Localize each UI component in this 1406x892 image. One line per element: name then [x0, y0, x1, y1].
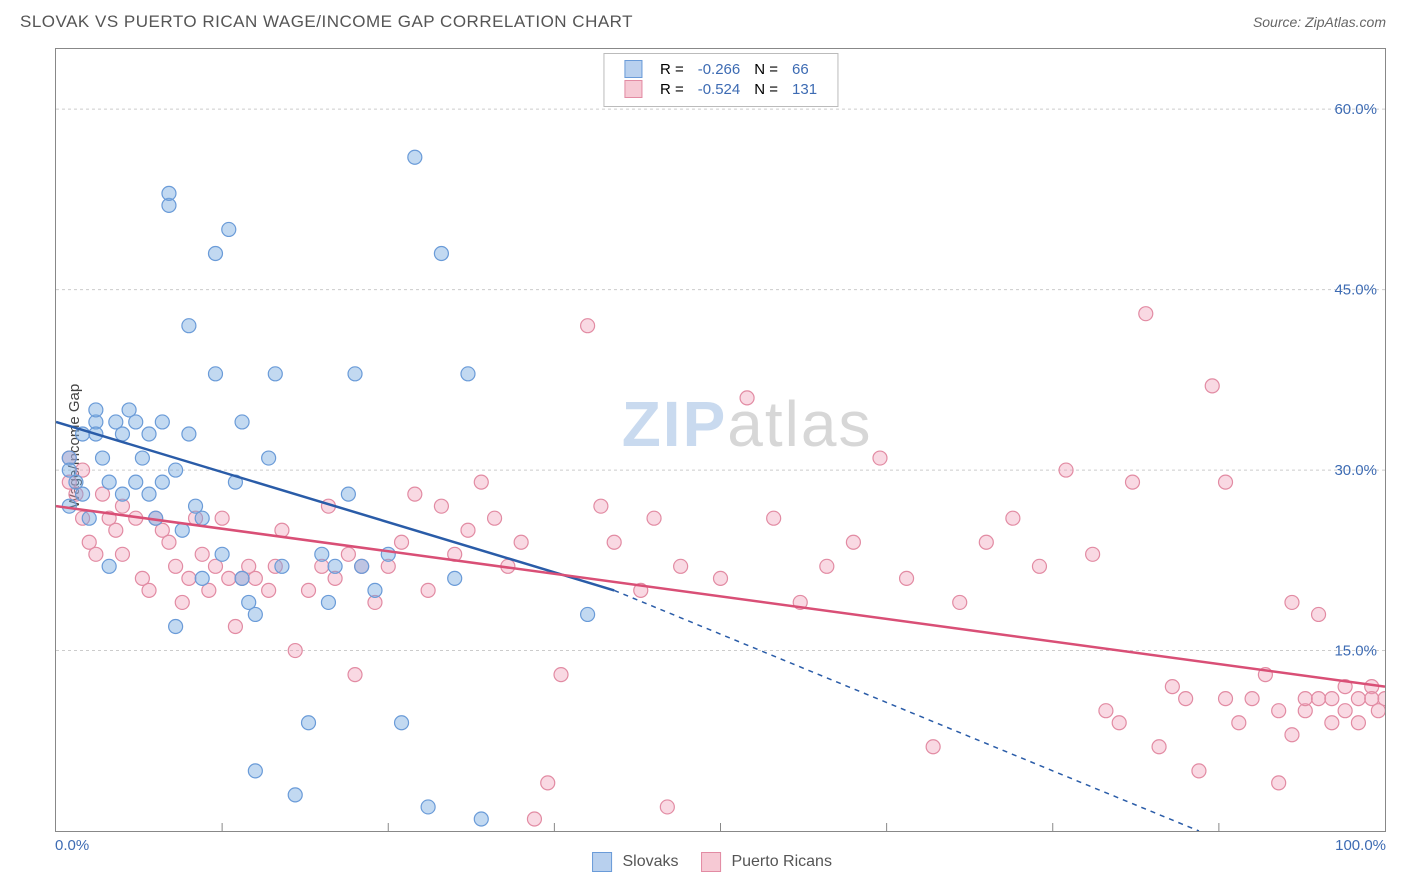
scatter-plot-svg: 15.0% 30.0% 45.0% 60.0%	[56, 49, 1385, 831]
r-value-puerto-ricans: -0.524	[692, 80, 747, 98]
r-label: R =	[654, 60, 690, 78]
n-label: N =	[748, 60, 784, 78]
series-swatch-puerto-ricans	[701, 852, 721, 872]
x-tick-start: 0.0%	[55, 837, 89, 854]
n-value-puerto-ricans: 131	[786, 80, 823, 98]
series-swatch-slovaks	[592, 852, 612, 872]
chart-header: SLOVAK VS PUERTO RICAN WAGE/INCOME GAP C…	[0, 0, 1406, 38]
n-label: N =	[748, 80, 784, 98]
plot-area: ZIPatlas R = -0.266 N = 66 R = -0.524 N …	[55, 48, 1386, 832]
source-name: ZipAtlas.com	[1305, 14, 1386, 30]
source-prefix: Source:	[1253, 14, 1305, 30]
source-attribution: Source: ZipAtlas.com	[1253, 14, 1386, 30]
correlation-legend-table: R = -0.266 N = 66 R = -0.524 N = 131	[616, 58, 825, 100]
svg-text:15.0%: 15.0%	[1334, 643, 1377, 660]
correlation-legend: R = -0.266 N = 66 R = -0.524 N = 131	[603, 53, 838, 107]
legend-row-slovaks: R = -0.266 N = 66	[618, 60, 823, 78]
n-value-slovaks: 66	[786, 60, 823, 78]
legend-swatch-slovaks	[624, 60, 642, 78]
svg-text:60.0%: 60.0%	[1334, 101, 1377, 118]
r-label: R =	[654, 80, 690, 98]
series-label-slovaks: Slovaks	[623, 853, 679, 870]
svg-text:45.0%: 45.0%	[1334, 282, 1377, 299]
chart-title: SLOVAK VS PUERTO RICAN WAGE/INCOME GAP C…	[20, 12, 633, 32]
r-value-slovaks: -0.266	[692, 60, 747, 78]
series-label-puerto-ricans: Puerto Ricans	[731, 853, 832, 870]
x-tick-end: 100.0%	[1335, 837, 1386, 854]
svg-text:30.0%: 30.0%	[1334, 462, 1377, 479]
legend-row-puerto-ricans: R = -0.524 N = 131	[618, 80, 823, 98]
legend-swatch-puerto-ricans	[624, 80, 642, 98]
series-legend: Slovaks Puerto Ricans	[574, 852, 832, 872]
